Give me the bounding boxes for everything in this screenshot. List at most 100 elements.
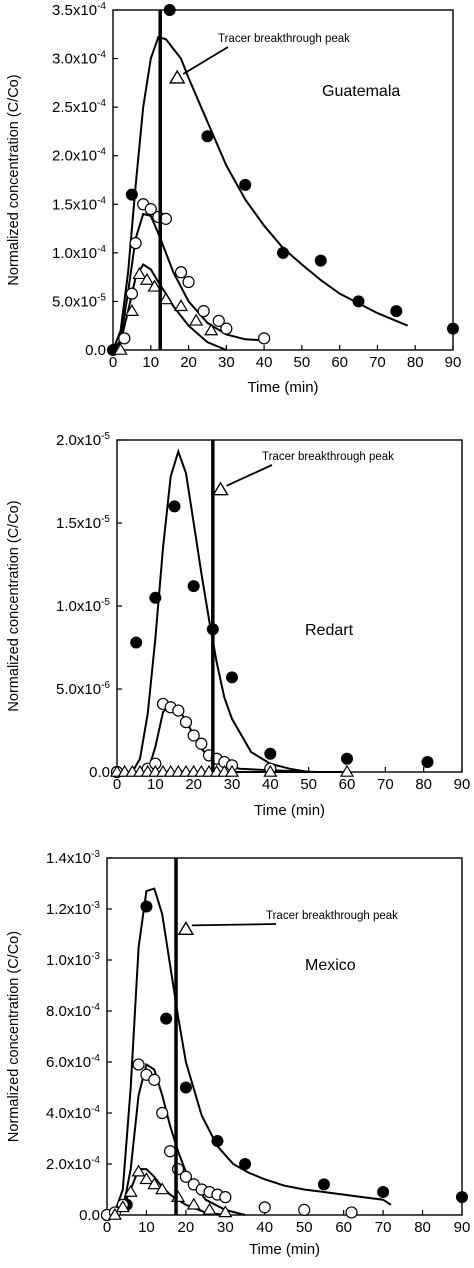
y-tick-label: 1.2x10-3 [46,900,100,918]
filled-circle-point [168,500,181,513]
y-tick-label: 3.5x10-4 [52,1,106,19]
tracer-peak-marker [168,69,186,84]
x-tick-label: 60 [335,1219,352,1236]
x-tick-label: 90 [454,1219,471,1236]
open-triangle-point [113,342,128,355]
y-axis-label: Normalized concentration (C/Co) [6,500,22,711]
open-circle-point [187,729,200,742]
y-tick-label: 2.0x10-5 [56,431,110,449]
open-circle-point [219,1191,232,1204]
filled-circle-point [456,1191,468,1204]
plot-frame [106,857,463,1216]
open-circle-point [179,716,193,729]
y-tick-label: 0.0 [85,342,106,359]
y-tick-label: 1.0x10-4 [52,244,106,262]
tracer-peak-marker [177,921,195,935]
open-triangle-point [147,1177,162,1190]
x-tick-label: 60 [331,354,348,371]
y-tick-label: 2.5x10-4 [52,98,106,116]
filled-circle-point [314,254,327,267]
x-tick-label: 80 [407,354,424,371]
filled-circle-point [211,1135,224,1148]
fitted-curve [117,448,309,773]
fitted-curve [112,36,409,351]
open-circle-point [132,1058,145,1071]
filled-circle-point [140,900,153,913]
x-tick-label: 30 [218,354,235,371]
filled-circle-point [239,1158,252,1170]
open-triangle-point [173,299,189,312]
open-triangle-point [186,1197,201,1210]
y-tick-label: 1.4x10-3 [46,849,100,867]
open-circle-point [129,237,142,250]
x-tick-label: 60 [339,776,356,793]
y-tick-label: 5.0x10-6 [56,680,110,698]
open-triangle-point [139,1172,154,1185]
panel-mexico: 0.0 2.0x10-4 4.0x10-4 6.0x10-4 8.0x10-4 1.0x1… [6,849,470,1258]
filled-circle-point [277,246,289,259]
filled-circle-point [447,322,459,335]
x-tick-label: 80 [414,1219,431,1236]
open-triangle-point [139,272,155,285]
filled-circle-point [239,178,252,191]
open-circle-point [345,1206,358,1219]
x-tick-label: 40 [262,776,279,793]
x-tick-label: 10 [142,354,159,371]
x-tick-label: 0 [109,354,117,371]
open-triangle-point [339,764,355,777]
x-tick-label: 10 [138,1219,155,1236]
y-tick-label: 8.0x10-4 [46,1002,100,1020]
annotation-arrow [182,46,229,75]
y-tick-label: 0.0 [89,764,110,781]
x-tick-label: 30 [217,1219,234,1236]
x-tick-label: 70 [369,354,386,371]
open-circle-point [212,314,225,327]
fitted-curve [106,887,392,1216]
open-triangle-point [107,1207,122,1220]
panel-redart: 0.0 5.0x10-6 1.0x10-5 1.5x10-5 2.0x10-5 0 10 20… [6,431,470,819]
open-triangle-point [218,1205,233,1218]
filled-circle-point [377,1186,390,1199]
open-circle-point [182,275,195,289]
y-tick-label: 2.0x10-4 [52,147,106,165]
open-circle-point [144,203,157,216]
x-tick-label: 50 [296,1219,313,1236]
x-tick-label: 0 [113,776,121,793]
y-tick-label: 1.5x10-5 [56,514,110,532]
filled-circle-point [317,1178,330,1191]
panel-guatemala: 0.0 5.0x10-5 1.0x10-4 1.5x10-4 2.0x10-4 2.5x1… [6,1,461,396]
fitted-curve [106,1062,246,1216]
annotation-label: Tracer breakthrough peak [262,451,394,463]
x-axis-label: Time (min) [247,379,318,396]
y-tick-label: 4.0x10-4 [46,1104,100,1122]
open-triangle-point [147,279,162,292]
annotation-arrow [226,464,273,487]
open-circle-point [156,1106,169,1120]
open-circle-point [125,287,138,300]
annotation-label: Tracer breakthrough peak [266,910,398,922]
open-circle-point [197,305,210,318]
open-triangle-point [189,313,204,326]
x-tick-label: 80 [415,776,432,793]
x-tick-label: 20 [178,1219,195,1236]
open-circle-point [172,704,185,717]
open-triangle-point [115,1200,130,1213]
open-circle-point [220,322,233,335]
x-axis-label: Time (min) [249,1241,320,1258]
open-circle-point [298,1203,311,1217]
open-circle-point [159,212,172,225]
fitted-curve [112,263,227,351]
annotation-label: Tracer breakthrough peak [218,33,350,45]
plot-frame [112,9,454,351]
open-triangle-point [155,1182,170,1195]
tracer-peak-marker [212,481,229,496]
open-triangle-point [224,764,240,777]
filled-circle-point [421,756,434,769]
filled-circle-point [149,591,162,604]
y-tick-label: 3.0x10-4 [52,50,106,68]
x-tick-label: 40 [256,1219,273,1236]
x-tick-label: 40 [256,354,273,371]
filled-circle-point [226,671,238,684]
open-triangle-point [124,303,139,316]
